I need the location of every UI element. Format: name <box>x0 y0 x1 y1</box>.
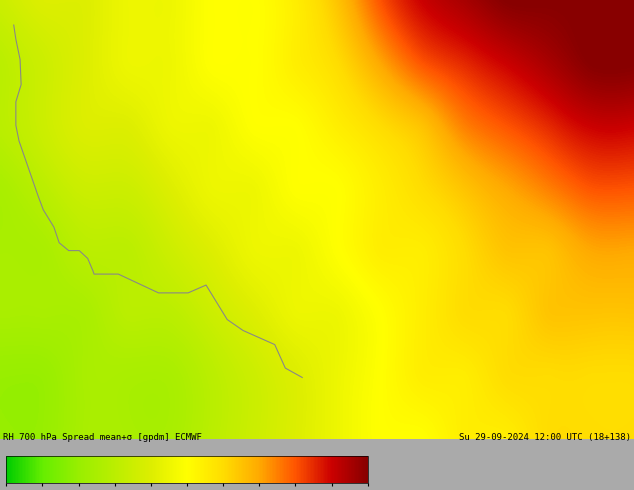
Text: RH 700 hPa Spread mean+σ [gpdm] ECMWF: RH 700 hPa Spread mean+σ [gpdm] ECMWF <box>3 433 202 442</box>
Text: Su 29-09-2024 12:00 UTC (18+138): Su 29-09-2024 12:00 UTC (18+138) <box>459 433 631 442</box>
